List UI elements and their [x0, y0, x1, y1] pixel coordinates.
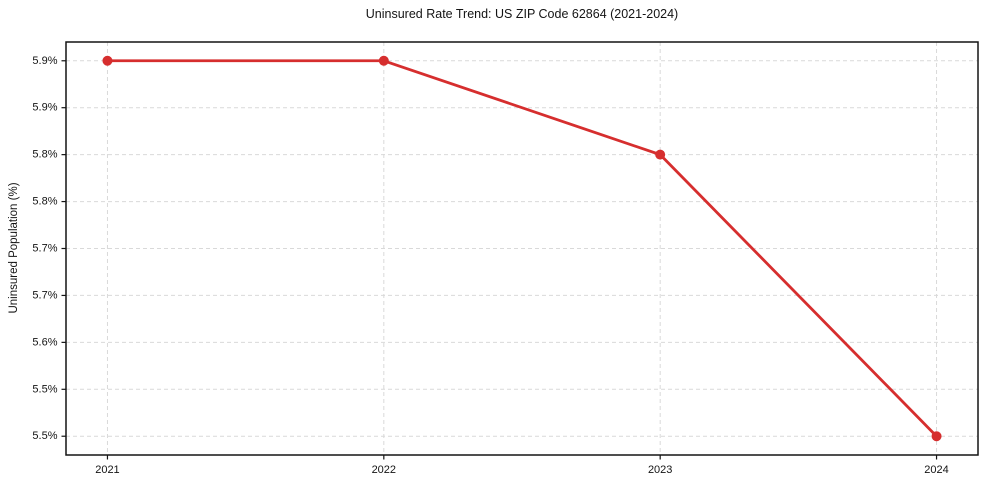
data-point-marker: [655, 149, 666, 160]
y-tick-label: 5.9%: [32, 102, 57, 114]
x-tick-label: 2022: [372, 464, 396, 476]
y-tick-label: 5.8%: [32, 149, 57, 161]
x-tick-label: 2023: [648, 464, 672, 476]
data-point-marker: [102, 55, 113, 66]
trend-line: [106, 59, 938, 438]
y-tick-label: 5.8%: [32, 196, 57, 208]
x-tick-label: 2021: [95, 464, 119, 476]
y-tick-label: 5.6%: [32, 336, 57, 348]
y-tick-label: 5.9%: [32, 55, 57, 67]
y-tick-label: 5.5%: [32, 383, 57, 395]
y-tick-label: 5.7%: [32, 243, 57, 255]
x-tick-label: 2024: [924, 464, 948, 476]
y-tick-label: 5.5%: [32, 430, 57, 442]
data-point-marker: [931, 431, 942, 442]
y-tick-label: 5.7%: [32, 289, 57, 301]
chart-title: Uninsured Rate Trend: US ZIP Code 62864 …: [365, 7, 679, 21]
data-point-marker: [378, 55, 389, 66]
